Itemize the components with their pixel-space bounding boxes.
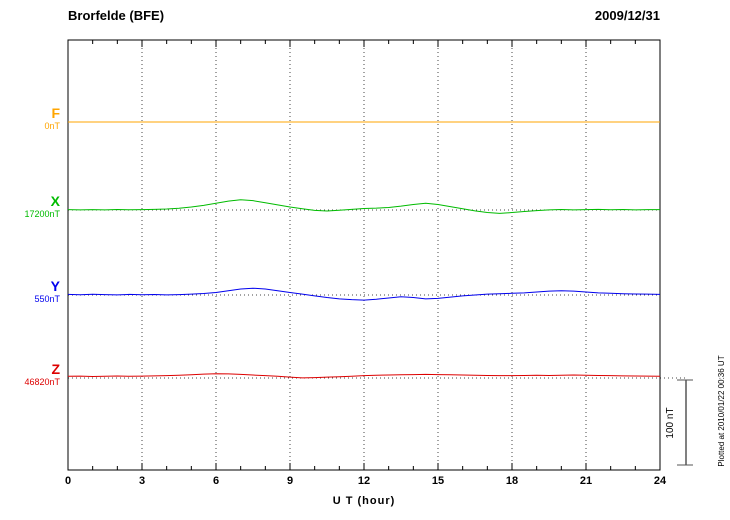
x-tick-label-15: 15 [431,475,445,487]
x-tick-label-12: 12 [357,475,371,487]
channel-y-baseline-value: 550nT [34,294,60,304]
date-label: 2009/12/31 [594,8,660,23]
x-tick-label-3: 3 [138,475,146,487]
x-tick-label-24: 24 [653,475,667,487]
plot-border [67,39,661,471]
x-axis-label: U T (hour) [332,495,396,507]
scale-bar-label: 100 nT [665,407,676,439]
trace-Z [67,373,661,379]
channel-z-name: Z [51,361,60,377]
channel-label-f: F 0nT [0,105,62,132]
x-tick-label-6: 6 [212,475,220,487]
channel-z-baseline-value: 46820nT [24,377,60,387]
x-tick-label-18: 18 [505,475,519,487]
channel-x-baseline-value: 17200nT [24,209,60,219]
channel-x-name: X [50,193,60,209]
x-tick-label-0: 0 [64,475,72,487]
channel-label-x: X 17200nT [0,193,62,220]
channel-label-z: Z 46820nT [0,361,62,388]
trace-Y [67,287,661,301]
x-tick-label-9: 9 [286,475,294,487]
plotted-at-note: Plotted at 2010/01/22 00:36 UT [717,355,726,467]
x-tick-label-21: 21 [579,475,593,487]
channel-y-name: Y [50,278,60,294]
trace-X [67,199,661,214]
page-title: Brorfelde (BFE) [68,8,165,23]
channel-f-name: F [51,105,60,121]
channel-label-y: Y 550nT [0,278,62,305]
channel-f-baseline-value: 0nT [44,121,60,131]
